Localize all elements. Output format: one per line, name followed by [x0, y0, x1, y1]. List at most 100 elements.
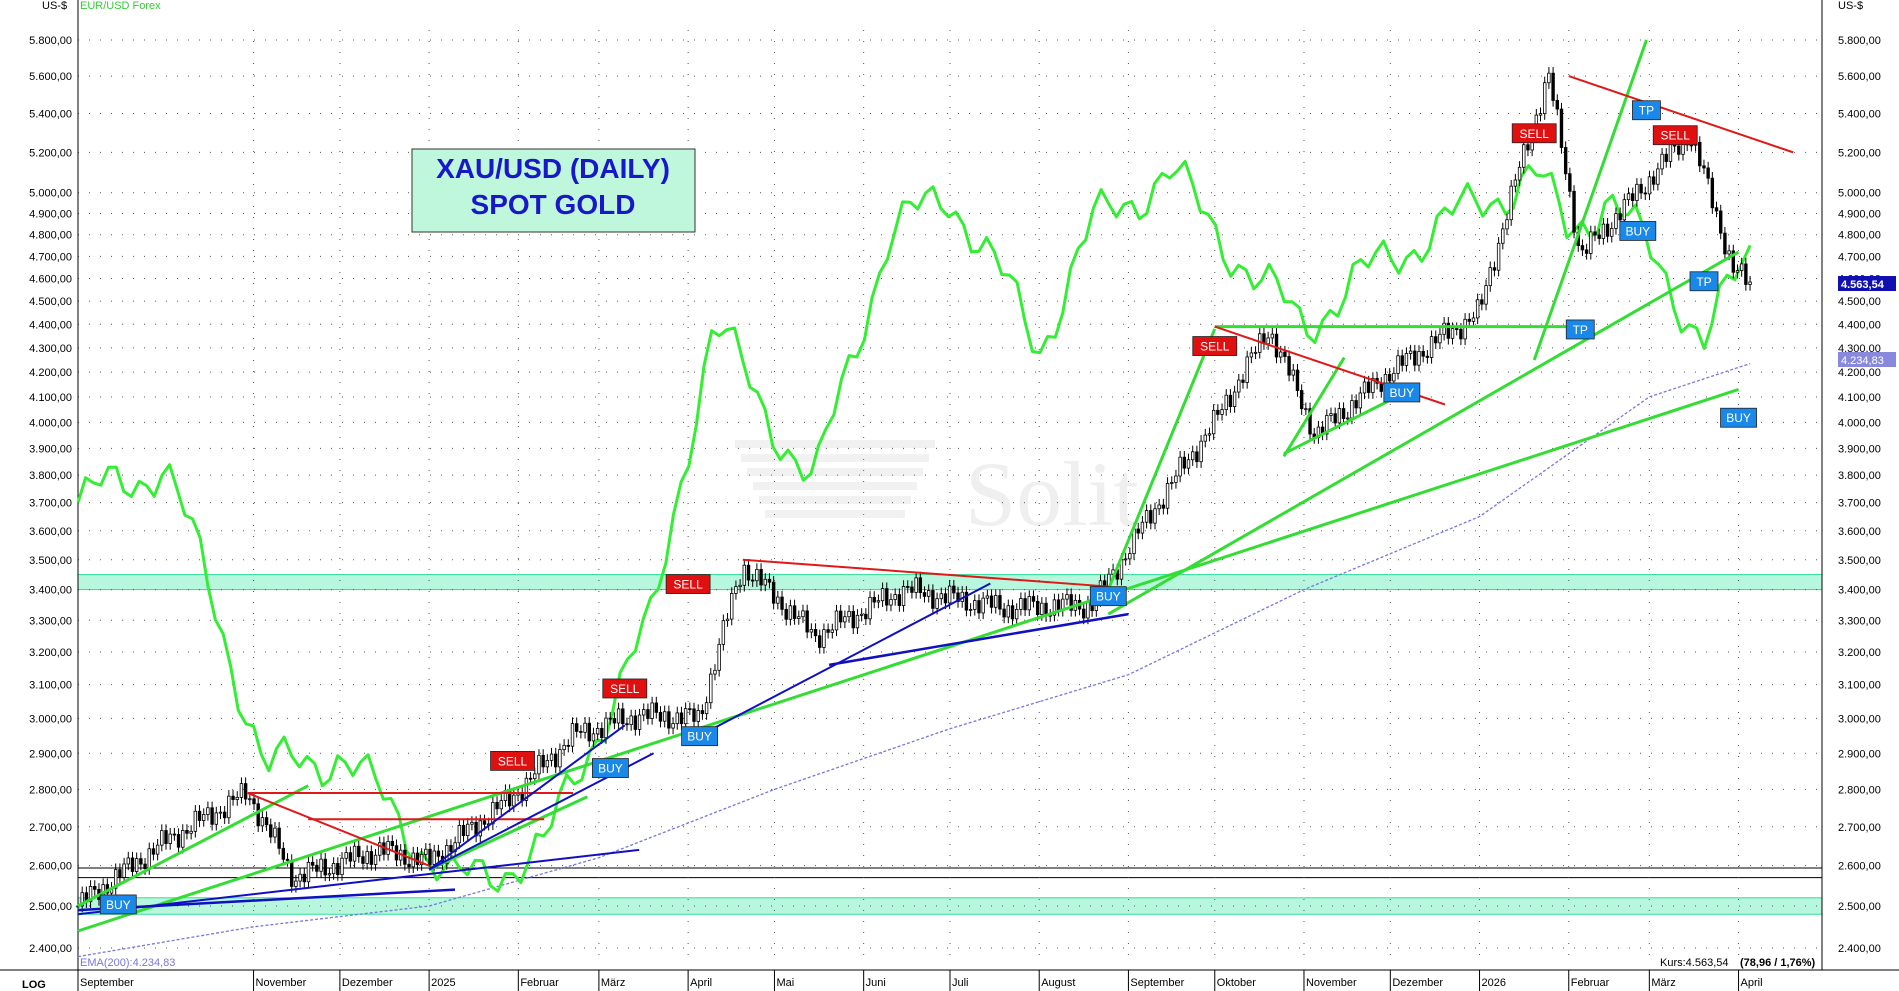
candle-body: [1082, 608, 1086, 619]
candle-body: [1551, 72, 1555, 101]
candle-body: [1517, 166, 1522, 181]
candle-body: [88, 886, 93, 903]
watermark-bar: [747, 468, 923, 476]
candle-body: [1748, 281, 1752, 285]
candle-body: [1086, 601, 1090, 619]
candle-body: [1593, 231, 1597, 236]
candle-body: [1614, 213, 1618, 229]
candle-body: [256, 803, 260, 827]
candle-body: [1241, 379, 1245, 383]
candle-body: [784, 608, 788, 620]
candle-body: [1480, 299, 1484, 305]
candle-body: [541, 754, 545, 768]
candle-body: [847, 610, 851, 618]
candle-body: [147, 848, 151, 870]
candle-body: [709, 673, 713, 704]
candle-body: [130, 857, 135, 872]
candle-body: [1706, 167, 1710, 179]
candle-body: [466, 823, 470, 837]
candle-body: [574, 723, 579, 732]
candle-body: [1492, 267, 1497, 271]
candle-body: [1635, 183, 1639, 201]
y-tick-label: 5.400,00: [1838, 109, 1881, 121]
candle-body: [1656, 168, 1660, 185]
candle-body: [1677, 145, 1681, 155]
candle-body: [315, 864, 319, 872]
y-tick-label: 5.200,00: [1838, 147, 1881, 159]
watermark: Solit: [735, 440, 1139, 545]
candle-body: [1157, 504, 1161, 510]
candle-body: [352, 845, 357, 862]
signal-tag-label: TP: [1696, 275, 1711, 289]
candle-body: [931, 590, 935, 609]
signal-tag-label: SELL: [1661, 129, 1691, 143]
candle-body: [1253, 351, 1258, 354]
candle-body: [713, 669, 717, 675]
candle-body: [1350, 400, 1354, 419]
y-tick-label: 5.600,00: [1838, 71, 1881, 83]
scale-label: LOG: [22, 979, 46, 991]
candle-body: [344, 852, 348, 859]
candle-body: [1396, 355, 1400, 374]
y-tick-label: 4.200,00: [1838, 367, 1881, 379]
unit-label-left: US-$: [42, 0, 67, 12]
candle-body: [897, 594, 902, 606]
candle-body: [432, 850, 436, 865]
candle-body: [1425, 355, 1430, 358]
candle-body: [1702, 165, 1706, 169]
candle-body: [683, 708, 688, 725]
y-tick-label: 3.300,00: [1838, 615, 1881, 627]
y-tick-label: 3.600,00: [1838, 526, 1881, 538]
candle-body: [1631, 193, 1635, 201]
y-tick-label: 3.100,00: [29, 680, 72, 692]
candle-body: [1191, 451, 1195, 461]
candle-body: [294, 880, 298, 887]
y-tick-label: 5.600,00: [29, 71, 72, 83]
y-tick-label: 2.700,00: [29, 822, 72, 834]
candle-body: [1559, 108, 1564, 148]
title-line-2: SPOT GOLD: [471, 189, 636, 220]
trend-green-steep: [1106, 328, 1217, 591]
candle-body: [185, 830, 189, 834]
signal-tag-label: BUY: [687, 730, 712, 744]
candle-body: [1140, 521, 1145, 534]
candle-body: [1488, 267, 1492, 287]
signal-tag-buy: BUY: [99, 894, 137, 915]
candle-body: [1019, 598, 1023, 610]
trend-blue-6: [828, 612, 1129, 667]
y-tick-label: 4.600,00: [29, 274, 72, 286]
y-tick-label: 4.100,00: [1838, 392, 1881, 404]
candle-body: [281, 847, 286, 860]
signal-tag-label: SELL: [1200, 340, 1230, 354]
candle-body: [122, 863, 126, 878]
signal-tag-box: [1689, 271, 1719, 292]
candle-body: [310, 861, 315, 866]
candle-body: [805, 610, 809, 633]
candle-body: [658, 711, 663, 722]
x-tick-label: September: [1130, 977, 1184, 989]
candle-body: [524, 777, 529, 801]
candle-body: [1438, 333, 1442, 344]
candle-body: [1484, 285, 1488, 305]
candle-body: [734, 586, 738, 594]
candle-body: [947, 585, 952, 604]
candle-body: [750, 579, 755, 582]
candle-body: [1291, 369, 1295, 376]
candle-body: [868, 596, 872, 620]
candle-body: [935, 598, 939, 609]
candle-body: [1325, 415, 1329, 435]
candle-body: [876, 600, 881, 603]
candle-body: [1245, 356, 1249, 383]
candle-body: [1379, 382, 1383, 392]
signal-tag-box: [1720, 407, 1757, 428]
watermark-bar: [735, 440, 935, 448]
y-tick-label: 4.100,00: [29, 392, 72, 404]
candle-body: [1174, 475, 1178, 483]
candle-body: [872, 596, 876, 603]
signal-tag-buy: BUY: [592, 758, 629, 778]
candle-body: [269, 824, 273, 838]
candle-body: [248, 798, 252, 801]
signal-tag-label: SELL: [673, 578, 703, 592]
kurs-label: Kurs:4.563,54: [1660, 957, 1729, 969]
candle-body: [1459, 328, 1463, 340]
